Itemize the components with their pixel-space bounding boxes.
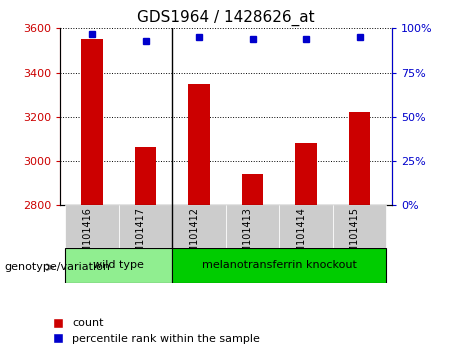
Text: GSM101414: GSM101414 [296,207,306,266]
Bar [226,205,279,248]
Bar [119,205,172,248]
Bar [189,84,210,205]
Bar [65,205,119,248]
Text: GSM101415: GSM101415 [350,207,360,267]
Text: GSM101413: GSM101413 [242,207,253,266]
Text: GSM101416: GSM101416 [82,207,92,266]
Bar [135,147,156,205]
Bar [333,205,386,248]
Text: GSM101417: GSM101417 [136,207,146,267]
Bar [172,248,386,283]
Bar [279,205,333,248]
Bar [242,174,263,205]
Bar [349,112,371,205]
Text: melanotransferrin knockout: melanotransferrin knockout [202,261,357,270]
Bar [81,39,103,205]
Legend: count, percentile rank within the sample: count, percentile rank within the sample [42,314,265,348]
Bar [172,205,226,248]
Title: GDS1964 / 1428626_at: GDS1964 / 1428626_at [137,9,315,25]
Bar [296,143,317,205]
Text: wild type: wild type [94,261,144,270]
Bar [65,248,172,283]
Text: genotype/variation: genotype/variation [5,262,111,272]
Text: GSM101412: GSM101412 [189,207,199,267]
